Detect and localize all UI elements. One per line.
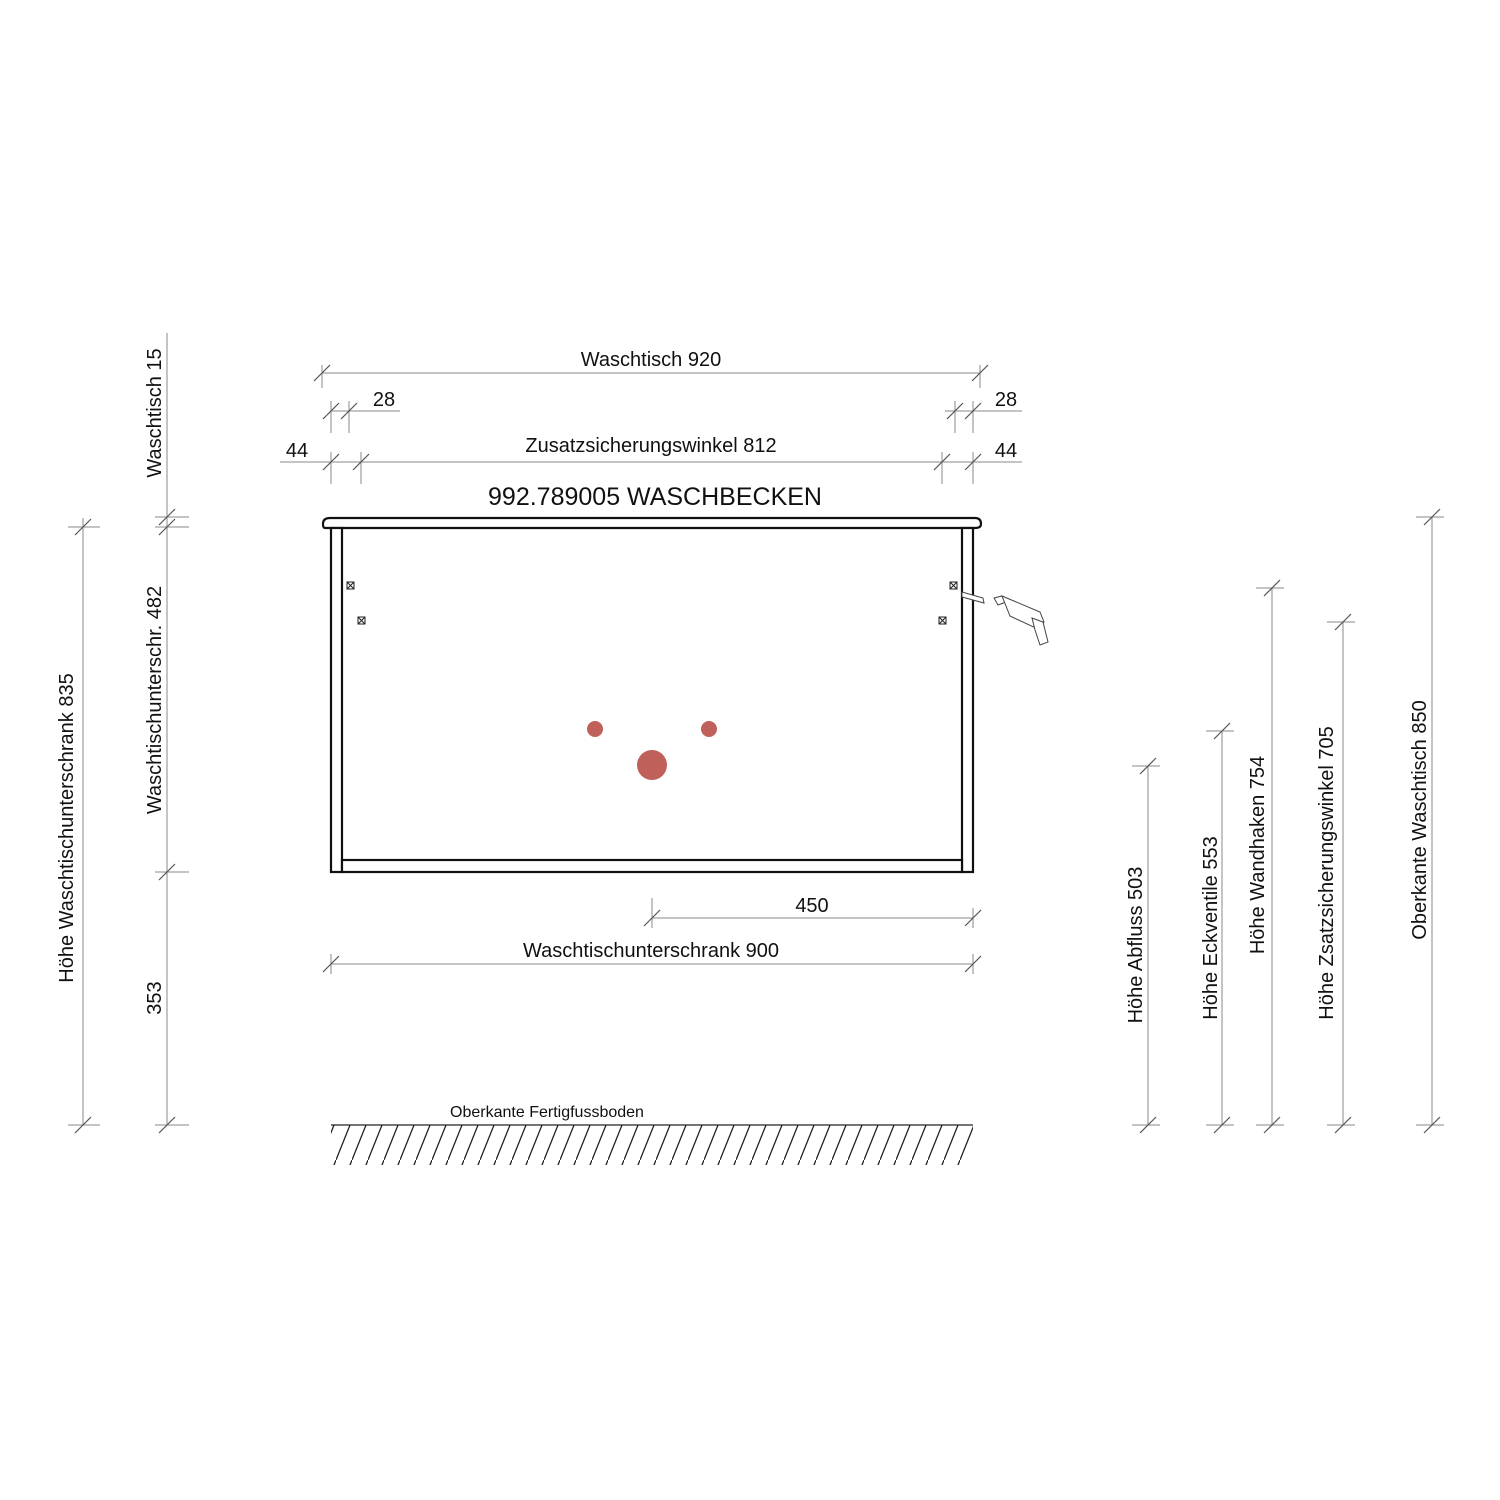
dim-28-right: 28 <box>945 389 1022 433</box>
dim-label: Waschtisch 15 <box>144 348 166 477</box>
dim-28-left: 28 <box>322 389 400 433</box>
dim-label: Waschtischunterschr. 482 <box>144 586 166 814</box>
dim-label: 353 <box>144 981 166 1014</box>
side-panel-right <box>960 526 975 874</box>
eckventil-hole-left <box>587 721 603 737</box>
dim-label: Waschtisch 920 <box>581 349 721 371</box>
bottom-rail <box>340 858 964 874</box>
drill-icon <box>961 591 1049 646</box>
dim-eckventile: Höhe Eckventile 553 <box>1200 722 1234 1134</box>
screw-marker-icon <box>346 581 958 625</box>
dim-hoehe-unterschrank-835: Höhe Waschtischunterschrank 835 <box>56 518 100 1134</box>
dim-label: Waschtischunterschrank 900 <box>523 940 779 962</box>
dim-label: 28 <box>373 389 395 411</box>
dim-label: Höhe Zsatzsicherungswinkel 705 <box>1316 726 1338 1020</box>
dim-label: Oberkante Waschtisch 850 <box>1409 700 1431 939</box>
dim-wandhaken: Höhe Wandhaken 754 <box>1247 579 1284 1134</box>
dim-left-stack: Waschtisch 15 Waschtischunterschr. 482 3… <box>144 333 189 1134</box>
dim-450: 450 <box>643 895 982 928</box>
side-panel-left <box>329 526 344 874</box>
dim-waschtisch-920: Waschtisch 920 <box>313 349 989 388</box>
dim-label: Höhe Wandhaken 754 <box>1247 756 1269 954</box>
eckventil-hole-right <box>701 721 717 737</box>
dim-zsatzsicherungswinkel: Höhe Zsatzsicherungswinkel 705 <box>1316 613 1355 1134</box>
floor: Oberkante Fertigfussboden <box>331 1104 973 1165</box>
countertop <box>321 516 983 530</box>
dim-label: 44 <box>286 440 308 462</box>
dim-label: 44 <box>995 440 1017 462</box>
dim-label: 28 <box>995 389 1017 411</box>
dim-oberkante-waschtisch: Oberkante Waschtisch 850 <box>1409 508 1444 1134</box>
dim-label: Höhe Eckventile 553 <box>1200 836 1222 1019</box>
drawing-title: 992.789005 WASCHBECKEN <box>488 483 822 511</box>
dim-zusatzsicherungswinkel: 44 44 Zusatzsicherungswinkel 812 <box>280 435 1022 484</box>
cabinet <box>321 516 983 874</box>
dim-label: Zusatzsicherungswinkel 812 <box>525 435 776 457</box>
drain-hole <box>637 750 667 780</box>
dim-label: Höhe Waschtischunterschrank 835 <box>56 673 78 982</box>
dim-label: 450 <box>795 895 828 917</box>
dim-unterschrank-900: Waschtischunterschrank 900 <box>322 940 982 974</box>
dim-abfluss: Höhe Abfluss 503 <box>1125 757 1160 1134</box>
floor-label: Oberkante Fertigfussboden <box>450 1104 644 1121</box>
dim-label: Höhe Abfluss 503 <box>1125 867 1147 1024</box>
